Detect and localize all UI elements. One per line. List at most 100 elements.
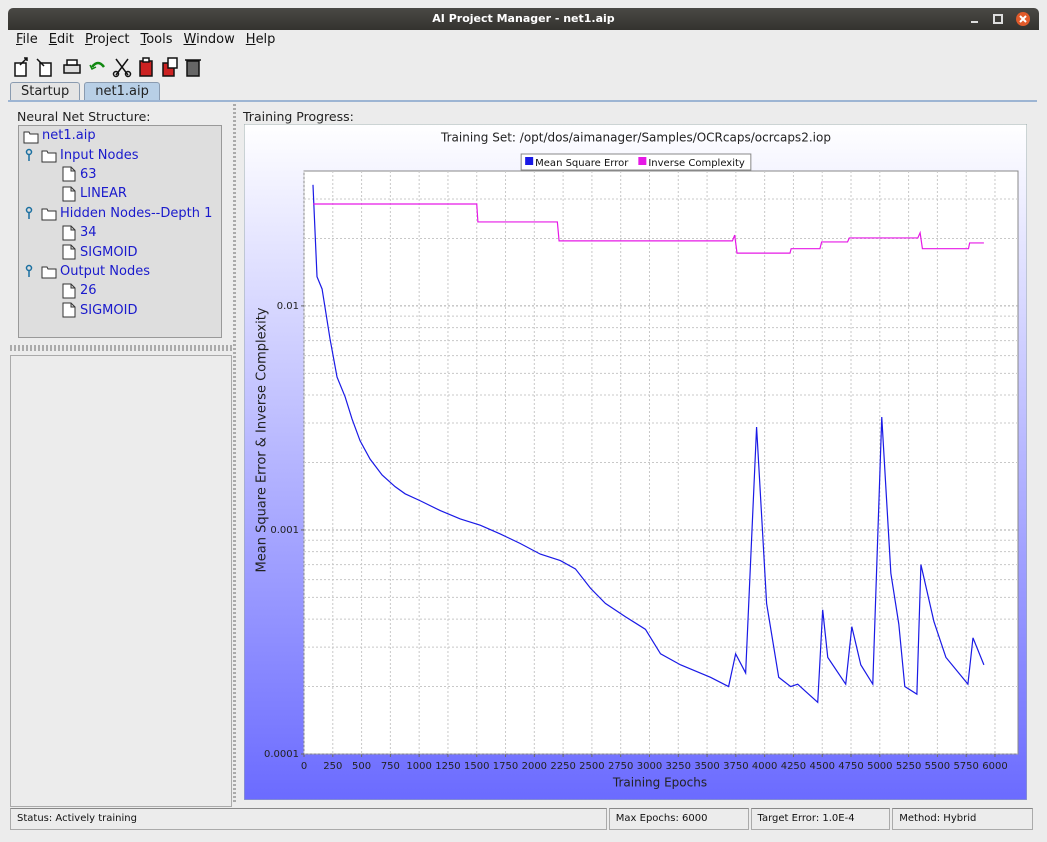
tree-node[interactable]: SIGMOID xyxy=(19,301,221,320)
x-tick-label: 3000 xyxy=(637,761,662,772)
toolbar[interactable] xyxy=(12,55,207,79)
tree-icon xyxy=(25,265,57,279)
legend-box xyxy=(520,153,752,171)
x-tick-label: 2750 xyxy=(608,761,633,772)
x-tick-label: 1000 xyxy=(406,761,431,772)
y-axis-label: Mean Square Error & Inverse Complexity xyxy=(255,307,270,572)
menu-bar: File Edit Project Tools Window Help xyxy=(16,32,275,50)
menu-item[interactable]: Project xyxy=(84,32,130,47)
x-tick-label: 3750 xyxy=(723,761,748,772)
x-axis-label: Training Epochs xyxy=(612,776,707,790)
x-tick-label: 5250 xyxy=(896,761,921,772)
file-icon xyxy=(62,283,76,299)
file-icon xyxy=(62,225,76,241)
tree-icon xyxy=(23,131,39,144)
tree-icon xyxy=(62,302,76,318)
tree-label: 26 xyxy=(80,283,97,299)
tree-node[interactable]: 26 xyxy=(19,281,221,300)
folder-icon xyxy=(41,208,57,221)
folder-icon xyxy=(41,266,57,279)
vertical-splitter[interactable] xyxy=(233,104,236,804)
x-tick-label: 4500 xyxy=(809,761,834,772)
x-tick-label: 5750 xyxy=(953,761,978,772)
file-icon xyxy=(62,186,76,202)
status-field: Target Error: 1.0E-4 xyxy=(750,808,891,830)
tree-label: SIGMOID xyxy=(80,302,138,318)
window-controls[interactable] xyxy=(969,12,1031,26)
file-icon xyxy=(62,302,76,318)
tree-node[interactable]: SIGMOID xyxy=(19,242,221,261)
menu-item[interactable]: Window xyxy=(183,32,235,47)
x-tick-label: 0 xyxy=(301,761,307,772)
x-tick-label: 5500 xyxy=(925,761,950,772)
y-tick-label: 0.001 xyxy=(270,525,299,536)
x-tick-label: 750 xyxy=(381,761,400,772)
tab[interactable]: net1.aip xyxy=(84,82,160,101)
splitter[interactable] xyxy=(10,345,232,351)
tab-bar: Startup net1.aip xyxy=(10,82,160,101)
menu-item[interactable]: Tools xyxy=(140,32,173,47)
tree-label: Input Nodes xyxy=(60,147,139,163)
chart: Training Set: /opt/dos/aimanager/Samples… xyxy=(244,124,1027,800)
tree-label: net1.aip xyxy=(42,128,96,144)
tree-icon xyxy=(62,283,76,299)
tree-node[interactable]: 63 xyxy=(19,165,221,184)
tree-label: LINEAR xyxy=(80,186,127,202)
file-icon xyxy=(62,166,76,182)
folder-icon xyxy=(41,150,57,163)
title-bar: AI Project Manager - net1.aip xyxy=(8,8,1039,30)
left-panel-label: Neural Net Structure: xyxy=(17,109,151,124)
folder-icon xyxy=(23,131,39,144)
x-tick-label: 500 xyxy=(352,761,371,772)
tree-node[interactable]: 34 xyxy=(19,223,221,242)
file-icon xyxy=(62,244,76,260)
menu-item[interactable]: Edit xyxy=(48,32,74,47)
x-tick-label: 2250 xyxy=(550,761,575,772)
tree-label: Output Nodes xyxy=(60,263,150,279)
chart-title: Training Set: /opt/dos/aimanager/Samples… xyxy=(440,131,831,145)
status-field: Max Epochs: 6000 xyxy=(608,808,749,830)
tree-icon xyxy=(62,166,76,182)
tab[interactable]: Startup xyxy=(10,82,81,101)
x-tick-label: 1750 xyxy=(493,761,518,772)
legend-swatch xyxy=(525,157,534,165)
tree-icon xyxy=(25,148,57,163)
tree-label: 63 xyxy=(80,166,97,182)
status-field: Method: Hybrid xyxy=(892,808,1033,830)
x-tick-label: 4000 xyxy=(752,761,777,772)
menu-item[interactable]: File xyxy=(16,32,38,47)
right-panel-label: Training Progress: xyxy=(243,109,354,124)
x-tick-label: 3500 xyxy=(694,761,719,772)
tree-label: 34 xyxy=(80,225,97,241)
tree-icon xyxy=(62,244,76,260)
tree-icon xyxy=(25,207,57,221)
tree-node[interactable]: net1.aip xyxy=(19,126,221,145)
legend: Mean Square Error Inverse Complexity xyxy=(520,153,752,171)
tree-node[interactable]: LINEAR xyxy=(19,184,221,203)
tree-node[interactable]: Output Nodes xyxy=(19,262,221,281)
x-tick-label: 2000 xyxy=(522,761,547,772)
tree-node[interactable]: Input Nodes xyxy=(19,145,221,164)
tree-label: Hidden Nodes--Depth 1 xyxy=(60,205,213,221)
tree-toggle xyxy=(25,148,33,156)
data-line xyxy=(312,184,985,704)
legend-swatch xyxy=(638,157,647,165)
legend-label: Mean Square Error xyxy=(535,158,629,169)
tree-toggle xyxy=(25,207,33,214)
tree-node[interactable]: Hidden Nodes--Depth 1 xyxy=(19,204,221,223)
main-area xyxy=(8,100,1037,808)
y-tick-label: 0.01 xyxy=(277,301,299,312)
x-tick-label: 1250 xyxy=(435,761,460,772)
status-bar: Status: Actively training Max Epochs: 600… xyxy=(10,808,1035,830)
x-tick-label: 250 xyxy=(323,761,342,772)
data-line xyxy=(312,203,984,254)
tree-view: net1.aip Input Nodes 63 LINEAR Hidden Nodes-… xyxy=(18,125,222,338)
menu-item[interactable]: Help xyxy=(245,32,276,47)
x-tick-label: 3250 xyxy=(666,761,691,772)
x-tick-label: 5000 xyxy=(867,761,892,772)
lower-left-panel xyxy=(10,355,232,807)
x-tick-label: 6000 xyxy=(982,761,1007,772)
y-tick-label: 0.0001 xyxy=(264,749,299,760)
tree-toggle xyxy=(25,265,33,272)
